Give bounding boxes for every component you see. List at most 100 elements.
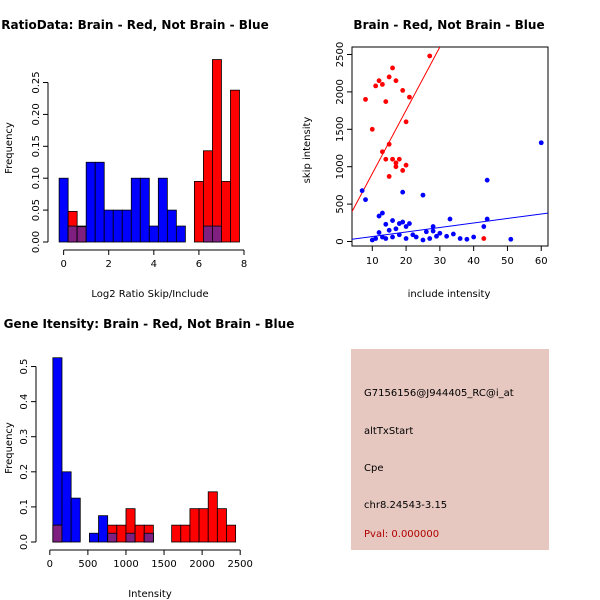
intensity-y-tick-label: 0.2: [19, 464, 30, 480]
scatter-axes: 10 20 30 40 50 60 0 500 1000 1500 2000 2500: [335, 42, 548, 267]
scatter-point-not-brain: [400, 219, 406, 225]
scatter-point-not-brain: [430, 224, 436, 229]
ratio-bar-brain: [212, 59, 222, 243]
scatter-point-brain: [369, 126, 375, 132]
scatter-fit-lines: [352, 47, 548, 240]
intensity-x-tick-label: 500: [78, 559, 97, 570]
intensity-bar-not-brain: [89, 532, 99, 543]
scatter-y-tick-label: 1500: [335, 117, 346, 142]
ratio-bar-not-brain: [148, 225, 159, 243]
ratio-bar-overlap: [212, 225, 222, 243]
scatter-point-not-brain: [393, 226, 399, 232]
scatter-point-not-brain: [423, 229, 429, 235]
scatter-point-brain: [396, 156, 402, 162]
scatter-point-brain: [427, 53, 433, 59]
not-brain-fit-line: [352, 212, 548, 240]
scatter-point-not-brain: [464, 236, 470, 242]
ratio-y-tick-label: 0.10: [31, 167, 42, 189]
ratio-axes: 0 2 4 6 8 0.00 0.05 0.10 0.15 0.20 0.25: [31, 71, 247, 270]
intensity-bar-overlap: [125, 532, 136, 543]
scatter-point-not-brain: [363, 197, 368, 203]
scatter-x-tick-label: 10: [366, 256, 379, 267]
scatter-plot-box: [351, 46, 549, 247]
scatter-y-tick-label: 2000: [335, 79, 346, 104]
intensity-bar-overlap: [107, 532, 118, 543]
intensity-bar-brain: [180, 524, 191, 543]
intensity-y-tick-label: 0.0: [19, 534, 30, 550]
scatter-point-brain: [386, 74, 392, 80]
ratio-x-tick-label: 8: [241, 259, 247, 270]
scatter-point-brain: [376, 78, 382, 84]
intensity-x-tick-label: 0: [47, 559, 53, 570]
scatter-point-brain: [481, 236, 487, 241]
intensity-bar-not-brain: [70, 497, 81, 543]
ratio-y-tick-label: 0.20: [31, 103, 42, 125]
intensity-bar-not-brain: [52, 357, 63, 543]
scatter-point-not-brain: [420, 192, 426, 198]
ratio-bar-not-brain: [121, 209, 132, 243]
ratio-bar-brain: [230, 89, 240, 243]
scatter-point-not-brain: [420, 237, 426, 243]
intensity-bar-brain: [189, 508, 200, 543]
scatter-x-tick-label: 20: [400, 256, 413, 267]
scatter-x-tick-label: 30: [433, 256, 446, 267]
ratio-bar-not-brain: [94, 161, 105, 243]
scatter-point-not-brain: [403, 236, 409, 241]
info-gene-id: G7156156@J944405_RC@i_at: [364, 388, 514, 399]
intensity-y-tick-label: 0.5: [19, 359, 30, 375]
info-pval: Pval: 0.000000: [364, 529, 439, 540]
scatter-point-not-brain: [484, 216, 490, 222]
ratio-bar-not-brain: [103, 209, 114, 243]
brain-fit-line: [352, 47, 441, 212]
scatter-point-not-brain: [471, 234, 477, 240]
info-box: [351, 349, 549, 550]
ratio-bar-brain: [193, 180, 204, 243]
intensity-bar-brain: [134, 524, 145, 543]
scatter-point-not-brain: [484, 177, 490, 183]
scatter-point-not-brain: [383, 221, 389, 227]
scatter-point-brain: [390, 156, 395, 162]
scatter-point-not-brain: [481, 224, 487, 229]
scatter-point-not-brain: [427, 236, 433, 241]
ratio-bars: [58, 59, 240, 243]
ratio-bar-overlap: [76, 226, 87, 243]
intensity-x-tick-label: 1500: [151, 559, 176, 570]
ratio-x-tick-label: 2: [106, 259, 112, 270]
intensity-chart-title: Gene Itensity: Brain - Red, Not Brain - …: [4, 317, 295, 331]
scatter-point-brain: [380, 149, 385, 155]
scatter-point-not-brain: [410, 232, 416, 238]
ratio-y-tick-label: 0.05: [31, 199, 42, 221]
scatter-point-not-brain: [444, 233, 450, 239]
scatter-point-not-brain: [413, 234, 419, 240]
intensity-bar-brain: [207, 491, 218, 543]
intensity-bar-brain: [171, 524, 182, 543]
scatter-point-not-brain: [383, 236, 389, 241]
scatter-point-not-brain: [430, 228, 436, 234]
scatter-point-not-brain: [407, 221, 412, 226]
intensity-bars: [52, 357, 237, 543]
intensity-bar-brain: [216, 508, 227, 543]
ratio-histogram-panel: RatioData: Brain - Red, Not Brain - Blue…: [1, 18, 268, 300]
scatter-point-brain: [400, 87, 406, 93]
scatter-y-axis-label: skip intensity: [302, 117, 313, 184]
ratio-y-tick-label: 0.15: [31, 135, 42, 157]
ratio-y-tick-label: 0.25: [31, 71, 42, 93]
scatter-point-not-brain: [390, 234, 395, 240]
scatter-chart-title: Brain - Red, Not Brain - Blue: [353, 18, 544, 32]
ratio-x-tick-label: 0: [60, 259, 66, 270]
ratio-bar-brain: [221, 180, 231, 243]
intensity-bar-overlap: [52, 524, 63, 543]
ratio-bar-overlap: [67, 225, 78, 243]
scatter-point-not-brain: [508, 236, 514, 242]
intensity-histogram-panel: Gene Itensity: Brain - Red, Not Brain - …: [4, 317, 295, 600]
scatter-point-not-brain: [373, 236, 379, 241]
scatter-x-tick-label: 40: [467, 256, 480, 267]
ratio-bar-not-brain: [166, 209, 177, 243]
scatter-point-not-brain: [396, 232, 402, 238]
ratio-chart-title: RatioData: Brain - Red, Not Brain - Blue: [1, 18, 268, 32]
intensity-x-axis-label: Intensity: [128, 589, 172, 600]
info-event-type: altTxStart: [364, 426, 413, 437]
ratio-x-axis-label: Log2 Ratio Skip/Include: [91, 289, 208, 300]
intensity-y-tick-label: 0.4: [19, 394, 30, 410]
ratio-bar-not-brain: [139, 177, 150, 243]
